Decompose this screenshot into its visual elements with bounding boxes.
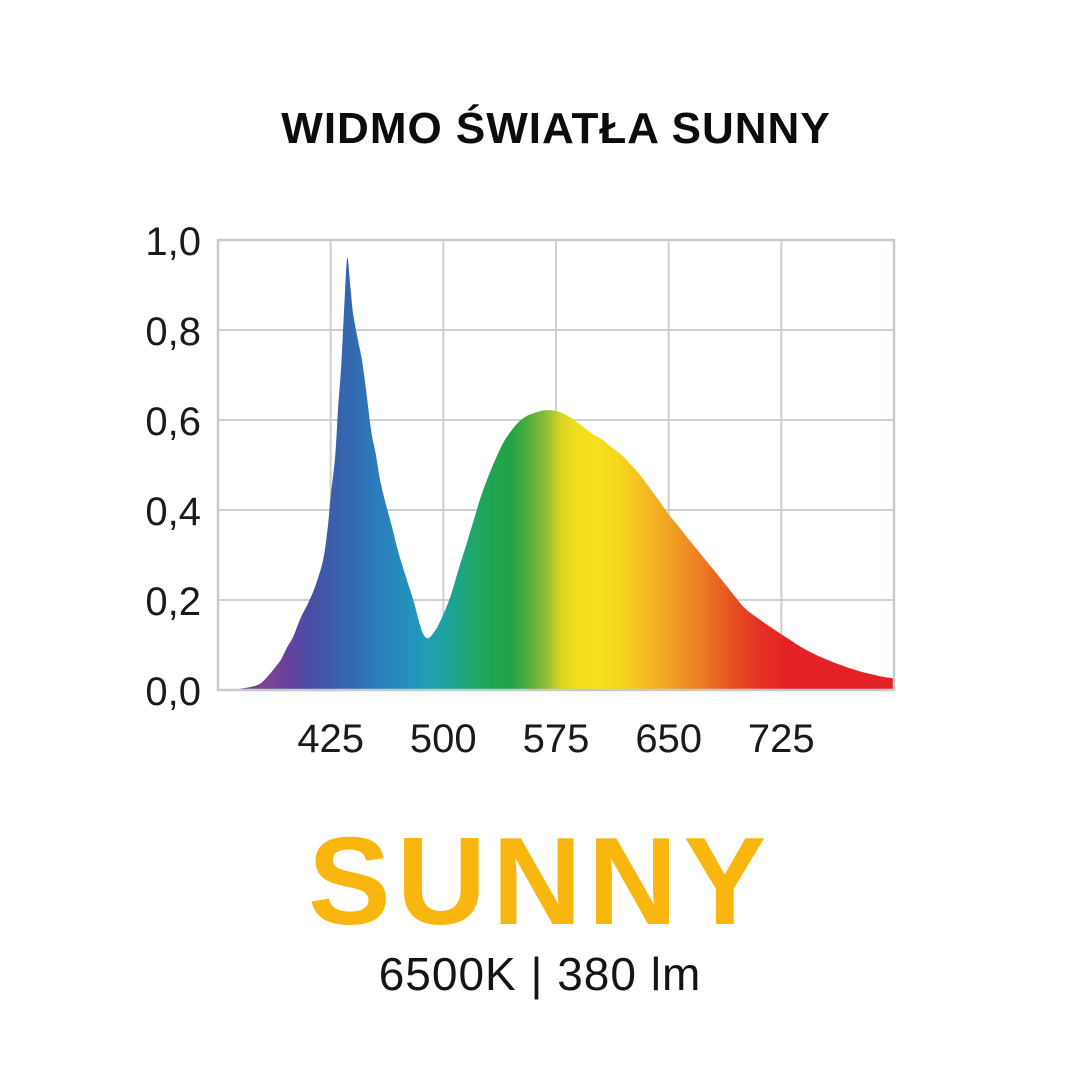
x-tick-label: 650 (635, 717, 702, 761)
spectrum-curve (218, 257, 894, 690)
plot-border (216, 238, 896, 692)
y-tick-label: 0,2 (145, 580, 201, 624)
x-tick-label: 725 (748, 717, 815, 761)
y-tick-label: 0,4 (145, 490, 201, 534)
x-tick-label: 575 (523, 717, 590, 761)
product-name: SUNNY (307, 813, 773, 951)
product-specs: 6500K | 380 lm (378, 948, 702, 1000)
y-tick-label: 1,0 (145, 220, 201, 264)
chart-title: WIDMO ŚWIATŁA SUNNY (281, 104, 831, 153)
x-tick-label: 425 (297, 717, 364, 761)
y-tick-label: 0,8 (145, 310, 201, 354)
axis-labels: 425 500 575 650 725 0,0 0,2 0,4 0,6 0,8 1,0 (145, 220, 814, 761)
y-tick-label: 0,0 (145, 670, 201, 714)
x-tick-label: 500 (410, 717, 477, 761)
y-tick-label: 0,6 (145, 400, 201, 444)
